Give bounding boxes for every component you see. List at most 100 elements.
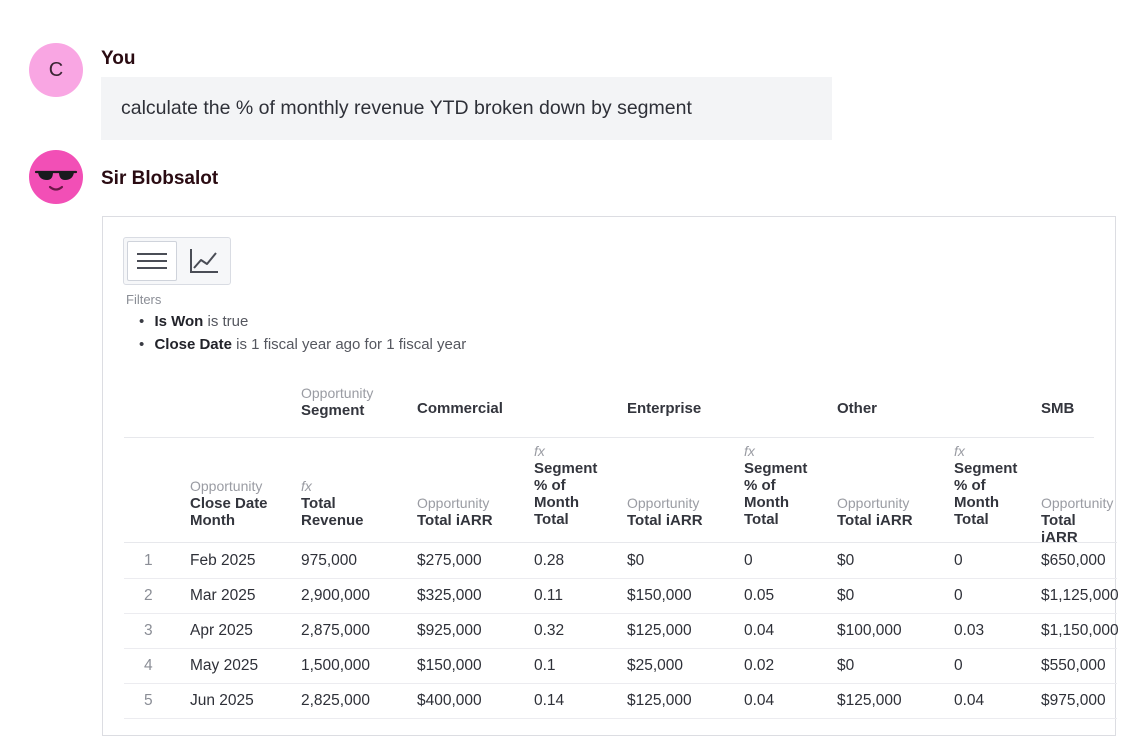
chart-view-button[interactable]: [179, 241, 229, 281]
table-cell: 0.03: [954, 622, 985, 639]
table-cell: Apr 2025: [190, 622, 253, 639]
table-cell: 0.11: [534, 587, 564, 604]
table-cell: Feb 2025: [190, 552, 256, 569]
table-cell: $0: [837, 587, 855, 604]
row-number: 2: [144, 587, 153, 604]
user-name: You: [101, 48, 136, 69]
column-header[interactable]: Opportunity Total iARR: [1041, 495, 1115, 546]
table-row: 4 May 2025 1,500,000 $150,000 0.1 $25,00…: [124, 648, 1117, 684]
row-number: 5: [144, 692, 153, 709]
table-cell: $400,000: [417, 692, 482, 709]
table-cell: 0: [954, 552, 963, 569]
table-cell: $25,000: [627, 657, 684, 674]
table-cell: $1,150,000: [1041, 622, 1119, 639]
column-header-title: Segment: [301, 402, 365, 419]
table-cell: $325,000: [417, 587, 482, 604]
table-cell: $0: [837, 657, 855, 674]
column-header-subtitle: Opportunity: [417, 495, 490, 511]
row-number: 3: [144, 622, 153, 639]
table-cell: $125,000: [837, 692, 902, 709]
table-cell: 0: [954, 657, 963, 674]
column-header[interactable]: Opportunity Close Date Month: [190, 478, 290, 529]
segment-header-commercial: Commercial: [417, 400, 503, 417]
segment-header-enterprise: Enterprise: [627, 400, 702, 417]
table-cell: 0.14: [534, 692, 565, 709]
table-row: 3 Apr 2025 2,875,000 $925,000 0.32 $125,…: [124, 613, 1119, 649]
column-header-subtitle: fx: [954, 443, 965, 459]
table-cell: Mar 2025: [190, 587, 256, 604]
row-number: 1: [144, 552, 153, 569]
column-header-title: Total iARR: [627, 512, 703, 529]
filters-label: Filters: [126, 292, 162, 307]
user-initial: C: [48, 58, 64, 81]
table-cell: 0: [744, 552, 753, 569]
bot-name: Sir Blobsalot: [101, 168, 219, 189]
table-cell: $0: [837, 552, 855, 569]
table-cell: $1,125,000: [1041, 587, 1119, 604]
table-cell: $650,000: [1041, 552, 1106, 569]
column-header-title: Segment % of Month Total: [954, 460, 1018, 528]
header-divider: [124, 437, 1094, 438]
column-header-subtitle: Opportunity: [190, 478, 263, 494]
column-header-subtitle: fx: [534, 443, 545, 459]
table-cell: 1,500,000: [301, 657, 370, 674]
column-header[interactable]: fx Segment % of Month Total: [534, 443, 606, 528]
column-header[interactable]: Opportunity Total iARR: [837, 495, 913, 529]
table-cell: 2,875,000: [301, 622, 370, 639]
column-header-subtitle: Opportunity: [837, 495, 910, 511]
filter-condition: is 1 fiscal year ago for 1 fiscal year: [236, 336, 467, 353]
table-cell: $0: [627, 552, 645, 569]
column-header-subtitle: fx: [301, 478, 312, 494]
table-cell: 0.32: [534, 622, 565, 639]
segment-header-other: Other: [837, 400, 878, 417]
table-cell: 0.02: [744, 657, 775, 674]
column-header[interactable]: Opportunity Total iARR: [417, 495, 493, 529]
table-cell: $150,000: [417, 657, 482, 674]
list-icon: [137, 253, 167, 269]
column-header-title: Segment % of Month Total: [744, 460, 808, 528]
table-cell: $925,000: [417, 622, 482, 639]
table-cell: $275,000: [417, 552, 482, 569]
line-chart-icon: [190, 249, 218, 273]
table-view-button[interactable]: [127, 241, 177, 281]
table-cell: 0.04: [954, 692, 985, 709]
table-cell: 2,825,000: [301, 692, 370, 709]
table-row: 2 Mar 2025 2,900,000 $325,000 0.11 $150,…: [124, 578, 1119, 614]
table-cell: 0: [954, 587, 963, 604]
table-cell: 0.28: [534, 552, 565, 569]
view-toggle: [123, 237, 231, 285]
column-header-title: Total iARR: [1041, 512, 1078, 546]
table-cell: 0.04: [744, 622, 775, 639]
user-message-text: calculate the % of monthly revenue YTD b…: [121, 97, 692, 119]
pivot-segment-header: Opportunity Segment: [301, 385, 373, 419]
filter-close-date: Close Date is 1 fiscal year ago for 1 fi…: [139, 336, 466, 353]
table-cell: $125,000: [627, 622, 692, 639]
column-header-subtitle: Opportunity: [1041, 495, 1114, 511]
table-cell: Jun 2025: [190, 692, 254, 709]
user-avatar: C: [29, 43, 83, 97]
table-cell: $150,000: [627, 587, 692, 604]
table-cell: $100,000: [837, 622, 902, 639]
column-header[interactable]: fx Total Revenue: [301, 478, 371, 529]
filter-condition: is true: [207, 313, 249, 330]
column-header-title: Total Revenue: [301, 495, 364, 529]
filter-field: Close Date: [154, 336, 232, 353]
column-header-title: Total iARR: [837, 512, 913, 529]
segment-header-smb: SMB: [1041, 400, 1075, 417]
filter-field: Is Won: [154, 313, 204, 330]
column-header[interactable]: fx Segment % of Month Total: [744, 443, 816, 528]
table-cell: 0.05: [744, 587, 775, 604]
column-header-subtitle: fx: [744, 443, 755, 459]
filter-is-won: Is Won is true: [139, 313, 248, 330]
table-row: 1 Feb 2025 975,000 $275,000 0.28 $0 0 $0…: [124, 543, 1117, 579]
table-cell: 2,900,000: [301, 587, 370, 604]
user-message: calculate the % of monthly revenue YTD b…: [101, 77, 832, 140]
table-cell: 975,000: [301, 552, 358, 569]
column-header-divider: [124, 542, 1117, 543]
table-cell: $975,000: [1041, 692, 1106, 709]
table-cell: 0.1: [534, 657, 556, 674]
column-header[interactable]: Opportunity Total iARR: [627, 495, 703, 529]
column-header[interactable]: fx Segment % of Month Total: [954, 443, 1026, 528]
column-header-title: Total iARR: [417, 512, 493, 529]
column-header-subtitle: Opportunity: [627, 495, 700, 511]
